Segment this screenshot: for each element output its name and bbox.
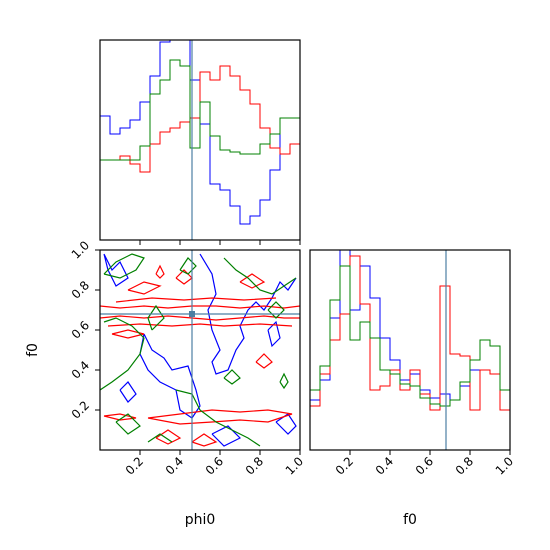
contour-frame xyxy=(99,249,301,451)
contour-y-tick-label: 0.6 xyxy=(69,318,92,341)
contour-x-tick-label: 0.2 xyxy=(123,454,146,477)
f0-histogram-panel: 0.2 0.4 0.6 0.8 1.0 f0 xyxy=(309,249,516,528)
red-contour-line xyxy=(147,409,293,425)
f0-green-histogram-series xyxy=(310,265,510,450)
phi0-red-histogram-series xyxy=(100,65,300,240)
contour-y-tick-label: 0.4 xyxy=(69,358,92,381)
f0-histogram-x-tick-label: 1.0 xyxy=(493,454,516,477)
y-axis-label-f0: f0 xyxy=(25,343,41,357)
contour-x-tick-label: 0.8 xyxy=(243,454,266,477)
green-contour-line xyxy=(179,257,197,275)
red-contour-line xyxy=(100,305,300,309)
green-contour-line xyxy=(223,257,297,295)
red-contour-line xyxy=(191,433,218,447)
red-contour-line xyxy=(115,297,277,303)
f0-histogram-x-tick-label: 0.6 xyxy=(413,454,436,477)
green-contour-line xyxy=(267,301,285,319)
green-contour-line xyxy=(100,317,145,391)
red-contour-line xyxy=(111,329,145,339)
green-contour-line xyxy=(147,304,165,331)
red-contour-line xyxy=(155,264,165,279)
contour-x-tick-label: 0.4 xyxy=(163,454,186,477)
red-contour-line xyxy=(103,413,137,421)
green-contour-line xyxy=(223,369,241,385)
contour-x-tick-label: 1.0 xyxy=(283,454,306,477)
x-axis-label-f0: f0 xyxy=(403,512,417,528)
truth-point-marker xyxy=(189,311,195,317)
red-contour-line xyxy=(107,323,293,327)
f0-red-histogram-series xyxy=(310,255,510,450)
f0-histogram-x-tick-label: 0.4 xyxy=(373,454,396,477)
red-contour-line xyxy=(100,315,300,321)
green-contour-line xyxy=(103,253,145,279)
red-contour-line xyxy=(239,273,266,289)
green-contour-line xyxy=(115,413,141,435)
red-contour-line xyxy=(155,429,182,445)
red-contour-line xyxy=(255,353,273,369)
x-axis-label-phi0: phi0 xyxy=(185,512,216,528)
phi0-histogram-frame xyxy=(99,39,301,241)
contour-panel: 0.2 0.2 0.4 0.4 0.6 0.6 0.8 0.8 1.0 1.0 phi0 f0 xyxy=(25,238,306,528)
contour-y-tick-label: 0.2 xyxy=(69,398,92,421)
blue-contour-line xyxy=(139,333,201,419)
green-contour-line xyxy=(147,433,173,443)
f0-histogram-frame xyxy=(309,249,511,451)
blue-contour-line xyxy=(119,381,137,403)
blue-contour-line xyxy=(211,425,242,447)
green-contour-line xyxy=(175,389,261,447)
green-contour-line xyxy=(279,372,289,390)
f0-histogram-x-tick-label: 0.8 xyxy=(453,454,476,477)
phi0-green-histogram-series xyxy=(100,59,300,240)
red-contour-line xyxy=(127,281,162,295)
contour-x-tick-label: 0.6 xyxy=(203,454,226,477)
f0-histogram-x-tick-label: 0.2 xyxy=(333,454,356,477)
contour-y-tick-label: 1.0 xyxy=(69,238,92,261)
blue-contour-line xyxy=(275,413,297,435)
contour-y-tick-label: 0.8 xyxy=(69,278,92,301)
phi0-histogram-panel xyxy=(99,39,301,245)
